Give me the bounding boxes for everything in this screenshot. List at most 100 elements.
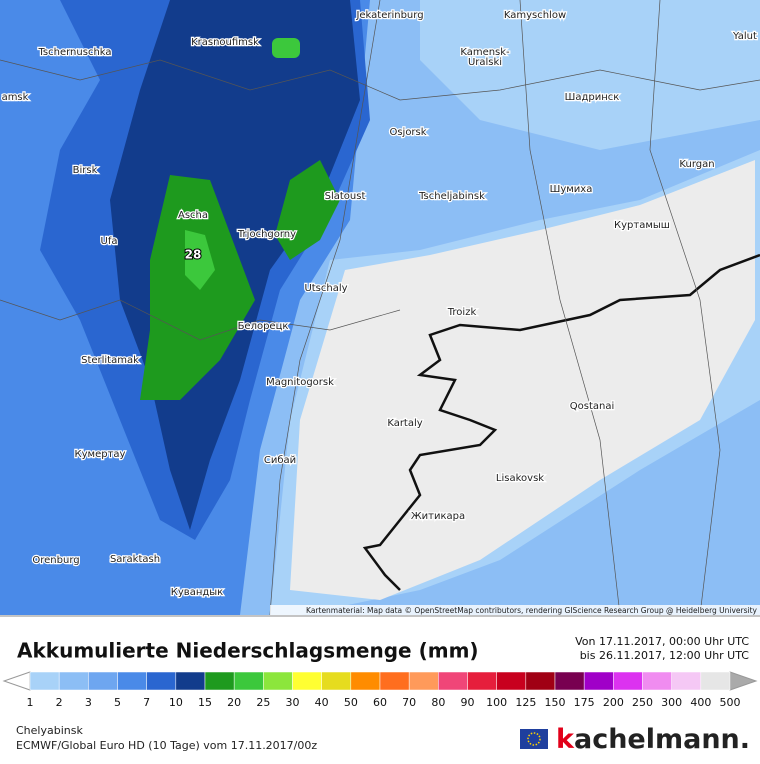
colorbar-box [671,671,702,691]
city-label: Шумиха [550,184,593,195]
colorbar-box [583,671,614,691]
city-label: Magnitogorsk [266,377,334,388]
city-label: amsk [2,92,29,103]
colorbar-tick-label: 70 [402,696,416,709]
colorbar-tick-label: 20 [227,696,241,709]
colorbar-tick-label: 5 [114,696,121,709]
city-label: Yalut [732,31,757,42]
city-label: Slatoust [325,191,366,202]
colorbar-box [117,671,147,691]
colorbar-box [642,671,672,691]
colorbar-tick-label: 400 [690,696,711,709]
colorbar-tick-label: 30 [286,696,300,709]
city-label: Kamensk- [460,47,510,58]
colorbar-tick-label: 1 [27,696,34,709]
attribution: Kartenmaterial: Map data © OpenStreetMap… [306,606,758,615]
green-spot [272,38,300,58]
city-label: Kamyschlow [504,10,566,21]
attribution-bg [270,605,760,616]
city-label: Qostanai [570,401,615,412]
eu-flag [520,729,548,749]
city-label: Krasnoufimsk [191,37,259,48]
city-label: Tscheljabinsk [418,191,485,202]
city-label: Orenburg [32,555,79,566]
city-label: Ufa [101,236,118,247]
colorbar-high [729,671,758,691]
city-label: Сибай [264,455,296,466]
colorbar-box [292,671,322,691]
colorbar-tick-label: 25 [256,696,270,709]
date-to: bis 26.11.2017, 12:00 Uhr UTC [580,649,750,662]
colorbar-tick-label: 7 [143,696,150,709]
eu-stars [527,732,541,746]
colorbar-box [700,671,731,691]
colorbar-box [467,671,497,691]
colorbar-tick-label: 50 [344,696,358,709]
colorbar-tick-label: 200 [603,696,624,709]
map [0,0,760,616]
city-label: Kartaly [387,418,422,429]
city-label: Lisakovsk [496,473,544,484]
colorbar-tick-label: 60 [373,696,387,709]
colorbar-tick-label: 3 [85,696,92,709]
city-label: Sterlitamak [81,355,139,366]
city-label: Ascha [178,210,208,221]
dry-area [290,160,755,600]
colorbar-tick-label: 175 [574,696,595,709]
colorbar-box [554,671,585,691]
brand-rest: achelmann. [574,724,750,755]
lighter-area [420,0,760,150]
border [362,253,760,591]
colorbar-tick-label: 15 [198,696,212,709]
date-from: Von 17.11.2017, 00:00 Uhr UTC [575,635,749,648]
brand-prefix: k [556,724,575,755]
city-label: Шадринск [565,92,620,103]
location: Chelyabinsk [16,724,83,737]
colorbar-box [204,671,235,691]
colorbar-box [525,671,556,691]
colorbar-box [438,671,468,691]
colorbar-box [613,671,643,691]
city-label: Troizk [447,307,477,318]
colorbar-box [321,671,352,691]
colorbar-tick-label: 80 [431,696,445,709]
city-label: Белорецк [238,321,289,332]
colorbar-tick-label: 300 [661,696,682,709]
colorbar-tick-label: 90 [461,696,475,709]
colorbar-tick-label: 150 [545,696,566,709]
colorbar-box [408,671,439,691]
colorbar-box [58,671,89,691]
colorbar-box [350,671,381,691]
colorbar-tick-label: 2 [56,696,63,709]
colorbar-box [88,671,118,691]
max-value: 28 [185,248,202,262]
city-label: Кувандык [171,587,223,598]
colorbar-low [2,671,31,691]
colorbar-tick-label: 500 [720,696,741,709]
city-label: Birsk [73,165,98,176]
green-area [275,160,340,260]
colorbar-tick-label: 100 [486,696,507,709]
city-label: Trjochgorny [237,229,296,240]
colorbar-box [496,671,527,691]
colorbar: 1 2 3 5 7 10 15 20 25 30 40 50 60 70 80 90 100 125 150 175 2… [2,671,758,709]
city-label: Tschernuschka [37,47,111,58]
colorbar-box [233,671,264,691]
city-label: Saraktash [110,554,160,565]
colorbar-box [175,671,206,691]
colorbar-box [379,671,410,691]
colorbar-tick-label: 125 [515,696,536,709]
city-label: Utschaly [304,283,347,294]
colorbar-tick-label: 250 [632,696,653,709]
city-label: Житикара [411,511,465,522]
colorbar-box [146,671,177,691]
city-label: Jekaterinburg [355,10,423,21]
regions [0,0,760,616]
city-label: Кумертау [75,449,126,460]
city-label: Куртамыш [614,220,670,231]
colorbar-tick-label: 10 [169,696,183,709]
brand: kachelmann. [556,724,750,755]
colorbar-tick-label: 40 [315,696,329,709]
model-info: ECMWF/Global Euro HD (10 Tage) vom 17.11… [16,739,317,752]
